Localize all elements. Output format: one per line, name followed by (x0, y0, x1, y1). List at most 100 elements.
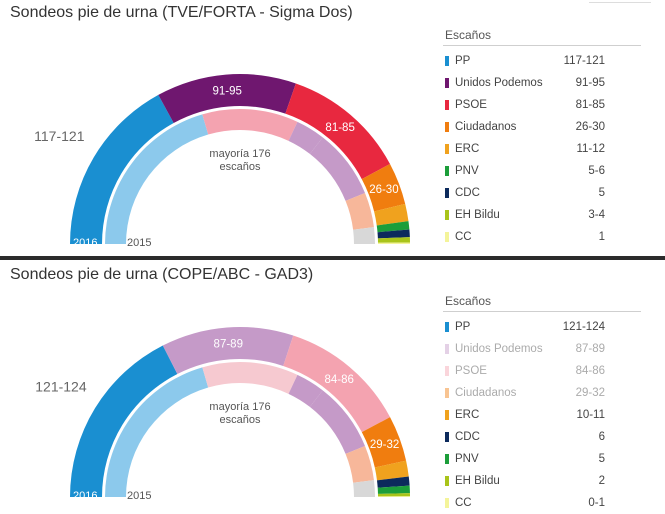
legend-swatch (445, 232, 449, 242)
legend-swatch (445, 100, 449, 110)
legend-seat-value: 1 (598, 231, 605, 243)
legend-seat-value: 5 (598, 187, 605, 199)
seat-arc-cdc (376, 476, 410, 488)
seat-arc-eh-bildu (377, 237, 410, 243)
seat-arc-2015-iu (309, 390, 365, 454)
legend-party-name: PSOE (455, 365, 487, 377)
legend-item-erc: ERC 10-11 (443, 404, 641, 426)
legend-party-name: EH Bildu (455, 475, 500, 487)
seat-arc-2015-podemos (202, 108, 298, 141)
legend-seat-value: 10-11 (576, 409, 605, 421)
legend-party-name: ERC (455, 409, 480, 421)
legend-party-name: PNV (455, 453, 479, 465)
seat-arc-2015-psoe (288, 374, 323, 407)
seat-arc-psoe (285, 83, 391, 180)
legend-seat-value: 0-1 (588, 497, 605, 509)
chart-title: Sondeos pie de urna (COPE/ABC - GAD3) (10, 266, 314, 283)
legend-seat-value: 117-121 (563, 55, 605, 67)
chart-title: Sondeos pie de urna (TVE/FORTA - Sigma D… (10, 4, 353, 21)
legend-party-name: CDC (455, 187, 480, 199)
seat-arc-2015-ciudadanos (345, 192, 374, 230)
seat-arc-pnv (376, 221, 410, 233)
legend-item-pp: PP 121-124 (443, 316, 641, 338)
legend-seat-value: 87-89 (575, 343, 605, 355)
seat-label-unidos-podemos: 91-95 (212, 86, 241, 98)
seat-arc-2015-iu (309, 137, 365, 201)
seat-arc-2015-pp (105, 114, 209, 244)
seat-arc-ciudadanos (361, 164, 406, 212)
legend-swatch (445, 498, 449, 508)
legend-swatch (445, 366, 449, 376)
legend-seat-value: 84-86 (575, 365, 605, 377)
majority-label-unit: escaños (220, 414, 261, 426)
legend-swatch (445, 432, 449, 442)
hemicycle-chart: 121-124 87-89 84-86 29-32 mayoría 176escaños… (35, 327, 410, 502)
legend-party-name: Unidos Podemos (455, 77, 543, 89)
seat-arc-2015-otros (353, 480, 375, 497)
legend-party-name: Ciudadanos (455, 121, 517, 133)
legend-swatch (445, 322, 449, 332)
legend-party-name: PNV (455, 165, 479, 177)
majority-label: mayoría 176 (209, 401, 270, 413)
legend-swatch (445, 56, 449, 66)
majority-label: mayoría 176 (209, 148, 270, 160)
legend-party-name: PP (455, 55, 471, 67)
seat-label-pp: 117-121 (34, 128, 85, 144)
legend-item-pnv: PNV 5-6 (443, 160, 641, 182)
legend-swatch (445, 476, 449, 486)
outer-ring-year-label: 2016 (73, 490, 97, 502)
legend-seat-value: 2 (598, 475, 605, 487)
seat-label-psoe: 84-86 (325, 374, 354, 386)
legend-seat-value: 29-32 (575, 387, 605, 399)
legend-item-eh-bildu: EH Bildu 2 (443, 470, 641, 492)
legend-header: Escaños (443, 26, 641, 46)
seat-arc-cdc (377, 229, 410, 239)
seat-label-ciudadanos: 29-32 (370, 439, 399, 451)
seat-arc-unidos-podemos (158, 74, 296, 123)
inner-ring-year-label: 2015 (127, 490, 151, 502)
legend-party-name: ERC (455, 143, 480, 155)
chart-legend: Escaños PP 117-121 Unidos Podemos 91-95 PSOE… (443, 26, 641, 248)
legend-seat-value: 81-85 (575, 99, 605, 111)
seat-arc-erc (374, 460, 409, 481)
seat-arc-2015-pp (105, 367, 209, 497)
legend-item-eh-bildu: EH Bildu 3-4 (443, 204, 641, 226)
legend-party-name: CC (455, 497, 472, 509)
legend-item-pnv: PNV 5 (443, 448, 641, 470)
legend-item-unidos-podemos: Unidos Podemos 87-89 (443, 338, 641, 360)
seat-arc-pp (70, 345, 178, 497)
legend-party-name: CC (455, 231, 472, 243)
outer-ring-year-label: 2016 (73, 237, 97, 249)
legend-item-cc: CC 1 (443, 226, 641, 248)
legend-seat-value: 5-6 (588, 165, 605, 177)
legend-item-cc: CC 0-1 (443, 492, 641, 514)
panel-divider (0, 256, 665, 260)
legend-party-name: Ciudadanos (455, 387, 517, 399)
legend-swatch (445, 78, 449, 88)
legend-party-name: EH Bildu (455, 209, 500, 221)
legend-swatch (445, 410, 449, 420)
legend-swatch (445, 344, 449, 354)
legend-header: Escaños (443, 292, 641, 312)
legend-item-psoe: PSOE 81-85 (443, 94, 641, 116)
seat-arc-2015-podemos (202, 362, 298, 394)
legend-item-ciudadanos: Ciudadanos 26-30 (443, 116, 641, 138)
seat-arc-pp (70, 94, 174, 244)
inner-ring-year-label: 2015 (127, 237, 151, 249)
seat-arc-unidos-podemos (162, 327, 294, 375)
seat-label-ciudadanos: 26-30 (369, 184, 398, 196)
legend-swatch (445, 122, 449, 132)
legend-item-cdc: CDC 5 (443, 182, 641, 204)
legend-item-psoe: PSOE 84-86 (443, 360, 641, 382)
legend-swatch (445, 188, 449, 198)
legend-item-cdc: CDC 6 (443, 426, 641, 448)
legend-swatch (445, 210, 449, 220)
legend-party-name: CDC (455, 431, 480, 443)
legend-seat-value: 6 (598, 431, 605, 443)
seat-arc-erc (374, 203, 409, 226)
legend-item-erc: ERC 11-12 (443, 138, 641, 160)
legend-swatch (445, 454, 449, 464)
legend-item-pp: PP 117-121 (443, 50, 641, 72)
legend-item-unidos-podemos: Unidos Podemos 91-95 (443, 72, 641, 94)
seat-arc-2015-otros (353, 227, 375, 244)
